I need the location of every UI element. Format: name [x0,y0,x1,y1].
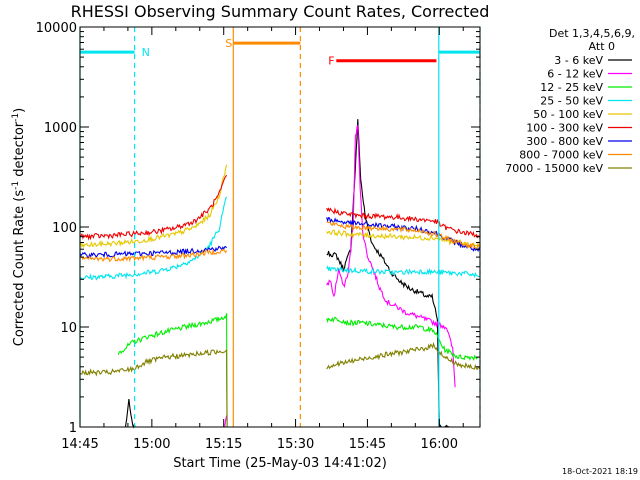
series-line-8-seg2 [326,220,481,250]
series-line-6-seg1 [79,174,228,241]
legend-label-8: 800 - 7000 keV [519,149,603,162]
series-line-3-seg1 [117,313,228,428]
series-layer [79,119,481,429]
y-axis-ticks: 1 10 100 1000 10000 [36,21,480,436]
series-line-4-seg2 [326,265,481,279]
series-line-2-seg2 [326,124,456,388]
legend-header-line-1: Det 1,3,4,5,6,9, [549,27,635,40]
legend-label-4: 25 - 50 keV [540,95,603,108]
series-line-1-seg2 [326,119,452,428]
x-tick-label-3: 15:15 [205,437,242,452]
timestamp: 18-Oct-2021 18:19 [562,467,638,476]
series-line-6-seg2 [326,207,481,239]
flag-label-S: S [225,37,232,50]
x-tick-label-1: 14:45 [61,437,98,452]
series-line-9-seg1 [79,348,228,428]
legend-label-9: 7000 - 15000 keV [505,162,603,175]
series-line-9-seg2 [326,341,481,371]
legend-label-2: 6 - 12 keV [547,68,603,81]
chart-title: RHESSI Observing Summary Count Rates, Co… [71,2,490,21]
series-line-5-seg1 [79,164,228,249]
legend-label-5: 50 - 100 keV [533,108,603,121]
flag-label-F: F [328,55,334,68]
plot-frame [79,26,481,428]
x-axis-ticks: 14:45 15:00 15:15 15:30 15:45 16:00 [61,27,464,452]
y-tick-label-2: 10 [60,321,77,336]
y-tick-label-4: 1000 [44,121,77,136]
series-line-4-seg1 [79,196,228,281]
legend-label-1: 3 - 6 keV [554,54,603,67]
legend-label-6: 100 - 300 keV [526,122,603,135]
y-tick-label-1: 1 [69,421,77,436]
series-line-7-seg2 [326,216,481,253]
flag-label-N: N [142,46,150,59]
y-axis-label: Corrected Count Rate (s-1 detector-1) [11,108,27,346]
x-axis-label: Start Time (25-May-03 14:41:02) [173,456,387,471]
y-tick-label-3: 100 [52,221,77,236]
series-line-3-seg2 [326,316,479,362]
x-tick-label-2: 15:00 [133,437,170,452]
legend-label-3: 12 - 25 keV [540,81,603,94]
series-line-7-seg1 [79,245,228,260]
x-tick-label-6: 16:00 [421,437,458,452]
series-line-2-seg1 [224,415,228,427]
legend-header-line-2: Att 0 [589,40,615,53]
flag-layer: N S F [79,27,481,427]
series-line-1-seg1 [124,398,136,429]
x-tick-label-4: 15:30 [277,437,314,452]
x-tick-label-5: 15:45 [349,437,386,452]
legend-label-7: 300 - 800 keV [526,135,603,148]
y-tick-label-5: 10000 [36,21,77,36]
series-line-8-seg1 [79,248,228,263]
